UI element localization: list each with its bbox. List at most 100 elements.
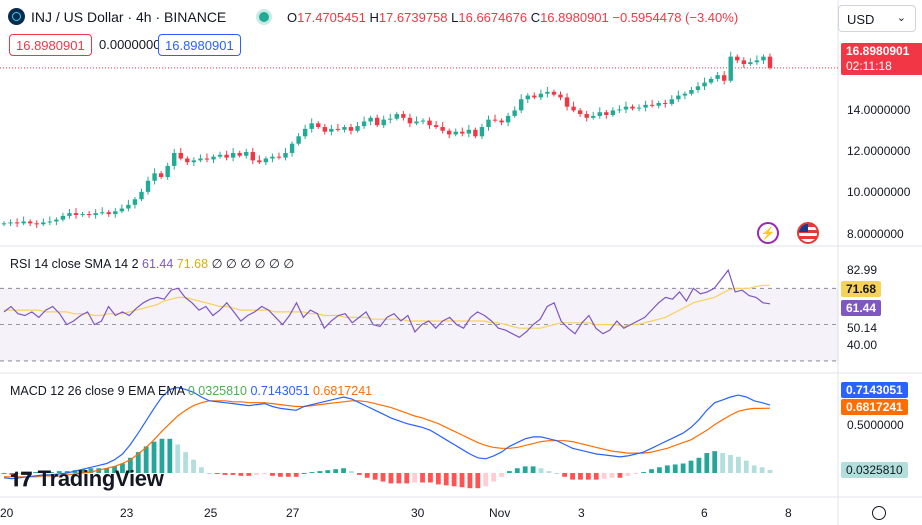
settings-gear-icon[interactable] [872, 506, 886, 520]
macd-histogram-bar [135, 452, 141, 473]
candle-body [355, 126, 360, 131]
macd-histogram-bar [720, 453, 726, 473]
macd-histogram-bar [317, 471, 323, 473]
macd-histogram-bar [696, 457, 702, 473]
candle-body [401, 114, 406, 118]
macd-histogram-bar [277, 473, 283, 477]
candle-body [126, 204, 131, 209]
currency-select[interactable]: USD ⌄ [838, 5, 916, 32]
candle-body [309, 123, 314, 129]
macd-histogram-bar [270, 473, 275, 476]
candle-body [14, 222, 20, 224]
macd-histogram-bar [388, 473, 394, 484]
macd-histogram-bar [238, 473, 244, 476]
candle-body [67, 213, 72, 216]
candle-body [276, 156, 282, 158]
candle-body [525, 95, 530, 100]
macd-histogram-bar [499, 473, 504, 477]
macd-histogram-bar [664, 465, 670, 473]
macd-histogram-bar [349, 471, 354, 473]
macd-histogram-bar [364, 473, 370, 478]
macd-histogram-bar [222, 473, 228, 475]
macd-legend[interactable]: MACD 12 26 close 9 EMA EMA 0.0325810 0.7… [10, 384, 373, 398]
macd-histogram-bar [688, 460, 694, 473]
macd-histogram-bar [585, 473, 591, 480]
candle-body [420, 120, 426, 122]
candle-body [80, 214, 85, 216]
candle-body [34, 223, 39, 225]
price-axis-tick: 14.0000000 [847, 103, 911, 117]
macd-histogram-bar [451, 473, 457, 487]
candle-body [100, 212, 105, 214]
macd-histogram-bar [167, 438, 173, 473]
macd-histogram-bar [80, 469, 86, 473]
macd-histogram-bar [491, 473, 497, 482]
high-value: 17.6739758 [378, 10, 448, 25]
us-flag-icon[interactable] [797, 222, 819, 244]
candle-body [119, 208, 125, 212]
candle-body [21, 221, 26, 224]
macd-histogram-bar [767, 469, 773, 473]
macd-signal-tag: 0.6817241 [841, 399, 908, 415]
rsi-axis-tick: 82.99 [847, 263, 878, 277]
candle-body [728, 56, 733, 81]
candle-body [329, 128, 334, 132]
open-value: 17.4705451 [297, 10, 366, 25]
candle-body [381, 119, 386, 126]
sell-price-box[interactable]: 16.8980901 [9, 34, 92, 56]
candle-body [224, 154, 229, 158]
candle-body [532, 95, 537, 98]
candle-body [316, 123, 321, 128]
macd-histogram-bar [420, 473, 425, 483]
macd-histogram-bar [680, 463, 686, 473]
change-value: −0.5954478 (−3.40%) [612, 10, 739, 25]
candle-body [178, 152, 183, 159]
tradingview-logo[interactable]: 𝟏𝟕 TradingView [10, 466, 164, 492]
candle-body [139, 191, 144, 200]
candle-body [145, 180, 151, 192]
candle-body [446, 130, 452, 135]
chevron-down-icon: ⌄ [896, 12, 906, 24]
candle-body [473, 129, 478, 137]
candle-body [427, 120, 432, 126]
buy-price-box[interactable]: 16.8980901 [158, 34, 241, 56]
candle-body [106, 212, 111, 215]
candle-body [322, 127, 328, 132]
macd-histogram-bar [64, 471, 70, 473]
rsi-axis-tick: 40.00 [847, 338, 878, 352]
candle-body [538, 93, 544, 98]
macd-histogram-bar [254, 473, 260, 475]
macd-histogram-bar [175, 444, 181, 473]
candle-body [754, 60, 760, 63]
candle-body [545, 91, 550, 94]
candle-body [597, 112, 602, 116]
macd-histogram-bar [104, 468, 110, 473]
candle-body [617, 109, 622, 111]
candle-body [198, 158, 203, 161]
candle-body [558, 94, 563, 98]
macd-histogram-bar [530, 466, 536, 473]
candle-body [407, 117, 413, 124]
macd-histogram-bar [751, 465, 757, 473]
macd-histogram-bar [183, 452, 189, 473]
macd-histogram-bar [262, 473, 267, 474]
candle-body [656, 102, 661, 106]
macd-histogram-bar [48, 472, 54, 474]
candle-body [735, 56, 740, 61]
rsi-legend[interactable]: RSI 14 close SMA 14 2 61.44 71.68 ∅ ∅ ∅ … [10, 257, 295, 271]
macd-histogram-bar [459, 473, 465, 488]
macd-histogram-bar [649, 469, 654, 473]
candle-body [636, 107, 642, 109]
last-price-value: 16.8980901 [846, 44, 910, 58]
symbol-title[interactable]: INJ / US Dollar · 4h · BINANCE [31, 9, 227, 25]
macd-histogram-bar [633, 473, 639, 474]
candle-body [211, 156, 216, 160]
macd-histogram-bar [356, 473, 362, 475]
lightning-icon[interactable]: ⚡ [757, 222, 779, 244]
candle-body [60, 215, 66, 220]
currency-select-value: USD [847, 12, 875, 27]
time-axis-label: 25 [204, 506, 218, 520]
rsi-empty-values: ∅ ∅ ∅ ∅ ∅ ∅ [211, 257, 295, 271]
candle-body [741, 60, 747, 65]
